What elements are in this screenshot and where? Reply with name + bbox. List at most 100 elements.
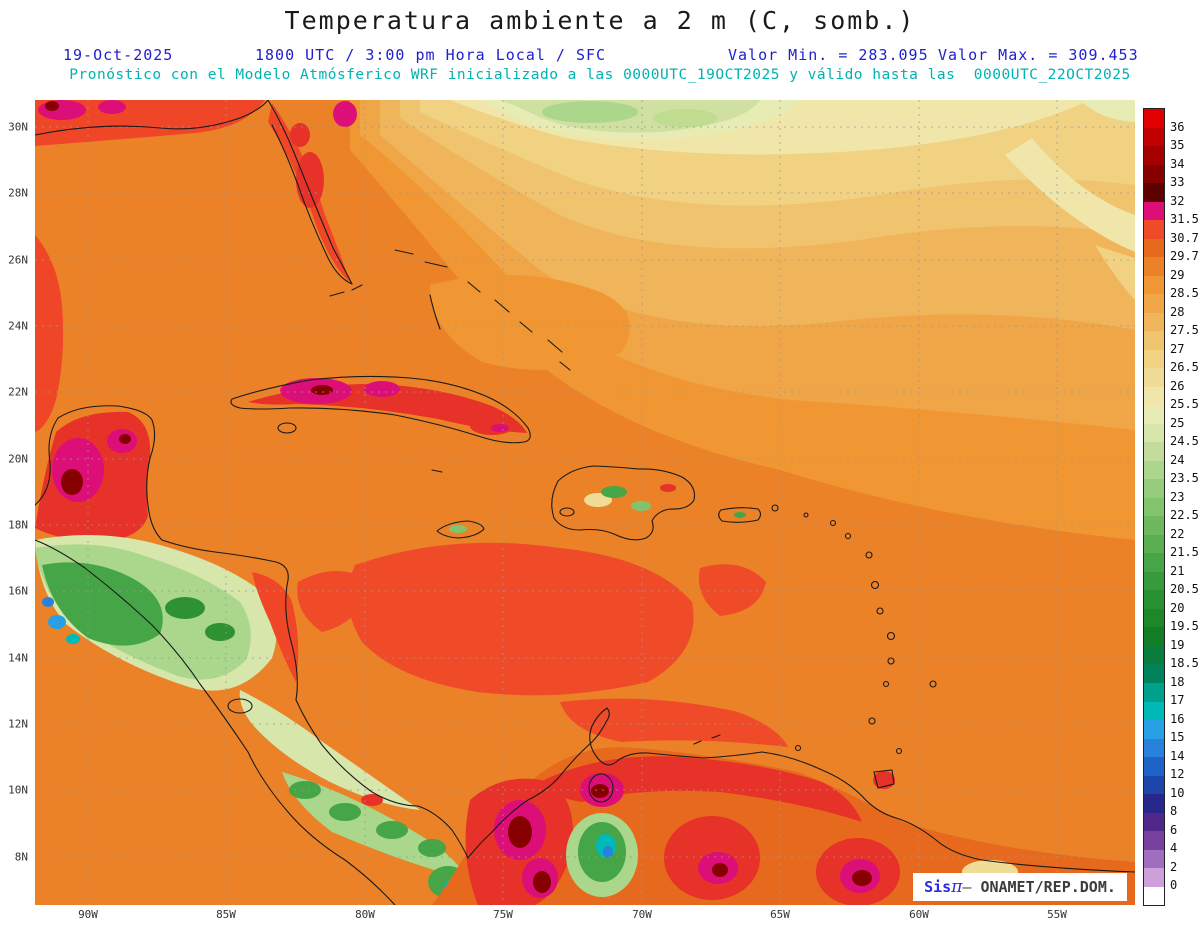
jamaica-outline bbox=[436, 520, 485, 539]
florida-keys bbox=[329, 284, 363, 297]
colorbar-cell bbox=[1144, 571, 1164, 591]
cuba-outline bbox=[230, 375, 531, 444]
colorbar-cell bbox=[1144, 164, 1164, 184]
colorbar-cell bbox=[1144, 720, 1164, 739]
colorbar-cell bbox=[1144, 627, 1164, 646]
colorbar-tick-label: 25 bbox=[1170, 415, 1185, 430]
colorbar-tick-label: 26.5 bbox=[1170, 360, 1199, 375]
colorbar-cell bbox=[1144, 553, 1164, 572]
colorbar-cell bbox=[1144, 775, 1164, 795]
colorbar-cell bbox=[1144, 516, 1164, 535]
colorbar bbox=[1143, 108, 1165, 906]
colorbar-tick-label: 20 bbox=[1170, 600, 1185, 615]
colorbar-cell bbox=[1144, 812, 1164, 832]
run-info-line: 19-Oct-2025 1800 UTC / 3:00 pm Hora Loca… bbox=[0, 46, 1200, 64]
colorbar-tick-label: 25.5 bbox=[1170, 397, 1199, 412]
colorbar-tick-label: 22 bbox=[1170, 526, 1185, 541]
colorbar-tick-label: 21.5 bbox=[1170, 545, 1199, 560]
watermark-separator: – bbox=[962, 878, 981, 896]
lat-tick-label: 26N bbox=[8, 253, 28, 267]
lon-tick-label: 55W bbox=[1047, 908, 1067, 921]
colorbar-cell bbox=[1144, 183, 1164, 202]
colorbar-tick-label: 31.5 bbox=[1170, 212, 1199, 227]
colorbar-cell bbox=[1144, 312, 1164, 332]
colorbar-tick-label: 29.7 bbox=[1170, 249, 1199, 264]
colorbar-cell bbox=[1144, 238, 1164, 258]
colorbar-cell bbox=[1144, 701, 1164, 721]
colorbar-cell bbox=[1144, 479, 1164, 498]
colorbar-cell bbox=[1144, 831, 1164, 850]
lon-tick-label: 85W bbox=[216, 908, 236, 921]
colorbar-tick-label: 4 bbox=[1170, 841, 1178, 856]
pi-icon: π bbox=[951, 877, 963, 897]
lon-tick-label: 65W bbox=[770, 908, 790, 921]
lat-axis: 30N 28N 26N 24N 22N 20N 18N 16N 14N 12N 10N 8N bbox=[0, 0, 31, 927]
colorbar-tick-label: 10 bbox=[1170, 785, 1185, 800]
lon-tick-label: 60W bbox=[909, 908, 929, 921]
colorbar-cell bbox=[1144, 497, 1164, 517]
colorbar-tick-label: 0 bbox=[1170, 878, 1178, 893]
lat-tick-label: 14N bbox=[8, 651, 28, 665]
colorbar-tick-label: 15 bbox=[1170, 730, 1185, 745]
colorbar-cell bbox=[1144, 868, 1164, 887]
lat-tick-label: 12N bbox=[8, 717, 28, 731]
colorbar-cell bbox=[1144, 757, 1164, 776]
colorbar-cell bbox=[1144, 590, 1164, 609]
page-title: Temperatura ambiente a 2 m (C, somb.) bbox=[284, 6, 916, 35]
curacao-aruba bbox=[693, 734, 721, 745]
value-min: Valor Min. = 283.095 bbox=[728, 46, 929, 64]
watermark: Sis π – ONAMET/REP.DOM. bbox=[913, 873, 1127, 901]
colorbar-cell bbox=[1144, 423, 1164, 443]
colorbar-cell bbox=[1144, 257, 1164, 276]
isla-juventud bbox=[277, 422, 297, 434]
lat-tick-label: 10N bbox=[8, 783, 28, 797]
run-time: 1800 UTC / 3:00 pm Hora Local / SFC bbox=[255, 46, 607, 64]
colorbar-tick-label: 35 bbox=[1170, 138, 1185, 153]
colorbar-tick-label: 2 bbox=[1170, 859, 1178, 874]
colorbar-tick-label: 28 bbox=[1170, 304, 1185, 319]
florida-outline bbox=[267, 100, 353, 285]
lake-nicaragua bbox=[227, 698, 253, 714]
colorbar-cell bbox=[1144, 201, 1164, 221]
colorbar-tick-label: 33 bbox=[1170, 175, 1185, 190]
colorbar-cell bbox=[1144, 460, 1164, 480]
lon-tick-label: 90W bbox=[78, 908, 98, 921]
central-america-caribbean-coast bbox=[35, 405, 469, 859]
colorbar-cell bbox=[1144, 331, 1164, 350]
colorbar-tick-label: 18.5 bbox=[1170, 656, 1199, 671]
colorbar-tick-label: 36 bbox=[1170, 119, 1185, 134]
colorbar-cell bbox=[1144, 534, 1164, 554]
colorbar-tick-label: 24 bbox=[1170, 452, 1185, 467]
lat-tick-label: 8N bbox=[14, 850, 28, 864]
colorbar-cell bbox=[1144, 794, 1164, 813]
lon-tick-label: 75W bbox=[493, 908, 513, 921]
colorbar-tick-label: 8 bbox=[1170, 804, 1178, 819]
colorbar-tick-label: 24.5 bbox=[1170, 434, 1199, 449]
colorbar-cell bbox=[1144, 405, 1164, 424]
colorbar-tick-label: 32 bbox=[1170, 193, 1185, 208]
coastlines bbox=[35, 100, 1135, 905]
bahamas bbox=[394, 249, 571, 371]
colorbar-tick-label: 23 bbox=[1170, 489, 1185, 504]
colorbar-tick-label: 19.5 bbox=[1170, 619, 1199, 634]
lat-tick-label: 28N bbox=[8, 186, 28, 200]
colorbar-cell bbox=[1144, 146, 1164, 165]
colorbar-cell bbox=[1144, 220, 1164, 239]
gonave bbox=[559, 507, 575, 517]
lat-tick-label: 16N bbox=[8, 584, 28, 598]
colorbar-tick-label: 6 bbox=[1170, 822, 1178, 837]
colorbar-tick-label: 27.5 bbox=[1170, 323, 1199, 338]
colorbar-cell bbox=[1144, 109, 1164, 128]
puerto-rico-outline bbox=[718, 507, 762, 523]
lat-tick-label: 18N bbox=[8, 518, 28, 532]
forecast-info-line: Pronóstico con el Modelo Atmósferico WRF… bbox=[69, 67, 1131, 83]
colorbar-cell bbox=[1144, 608, 1164, 628]
colorbar-cell bbox=[1144, 349, 1164, 369]
colorbar-tick-label: 18 bbox=[1170, 674, 1185, 689]
colorbar-cell bbox=[1144, 849, 1164, 869]
colorbar-tick-label: 16 bbox=[1170, 711, 1185, 726]
us-gulf-coast bbox=[35, 100, 269, 136]
lat-tick-label: 22N bbox=[8, 385, 28, 399]
lat-tick-label: 30N bbox=[8, 120, 28, 134]
colorbar-cell bbox=[1144, 294, 1164, 313]
